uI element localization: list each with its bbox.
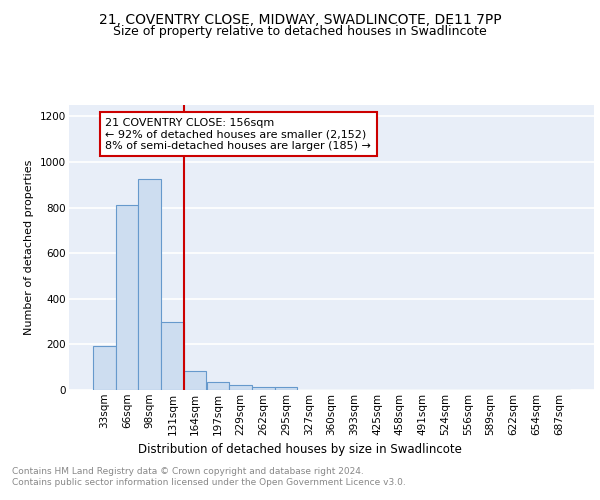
Bar [116, 206, 139, 390]
Bar [184, 370, 206, 390]
Text: Size of property relative to detached houses in Swadlincote: Size of property relative to detached ho… [113, 25, 487, 38]
Y-axis label: Number of detached properties: Number of detached properties [25, 160, 34, 335]
Text: Contains HM Land Registry data © Crown copyright and database right 2024.
Contai: Contains HM Land Registry data © Crown c… [12, 468, 406, 487]
Text: 21 COVENTRY CLOSE: 156sqm
← 92% of detached houses are smaller (2,152)
8% of sem: 21 COVENTRY CLOSE: 156sqm ← 92% of detac… [106, 118, 371, 150]
Bar [161, 322, 184, 390]
Bar [139, 179, 161, 390]
Bar [275, 388, 298, 390]
Bar [206, 382, 229, 390]
Bar [229, 386, 252, 390]
Text: 21, COVENTRY CLOSE, MIDWAY, SWADLINCOTE, DE11 7PP: 21, COVENTRY CLOSE, MIDWAY, SWADLINCOTE,… [98, 12, 502, 26]
Bar [93, 346, 116, 390]
Text: Distribution of detached houses by size in Swadlincote: Distribution of detached houses by size … [138, 442, 462, 456]
Bar [252, 386, 275, 390]
